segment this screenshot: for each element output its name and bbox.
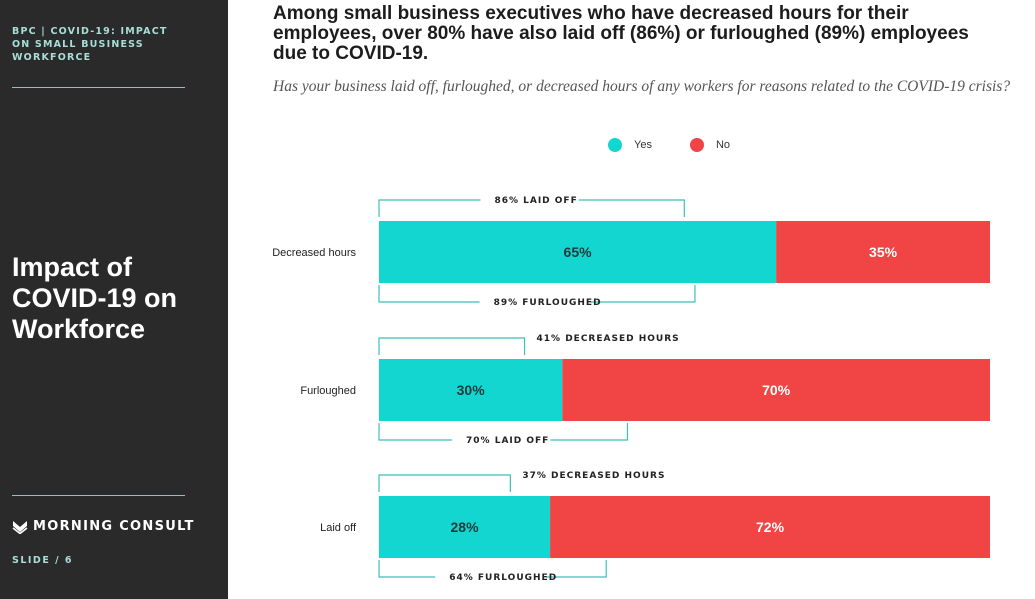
data-label-decreased-hours-yes: 65% [564, 244, 593, 260]
report-series-label: BPC | COVID-19: IMPACT ON SMALL BUSINESS… [12, 26, 168, 63]
bar-laid-off-no [550, 496, 990, 558]
bracket-decreased-hours-above-right [578, 199, 685, 217]
legend-item-yes: Yes [608, 138, 652, 152]
bar-laid-off-yes [379, 496, 551, 558]
annotation-decreased-hours-above: 86% LAID OFF [494, 196, 577, 206]
annotation-furloughed-above: 41% DECREASED HOURS [537, 334, 680, 344]
sidebar-bottom-divider [12, 495, 185, 496]
data-label-furloughed-no: 70% [762, 382, 791, 398]
category-label-furloughed: Furloughed [300, 385, 356, 397]
bracket-decreased-hours-below-right [590, 285, 696, 303]
brand-name: MORNING CONSULT [33, 519, 195, 534]
sidebar: BPC | COVID-19: IMPACT ON SMALL BUSINESS… [0, 0, 228, 599]
bar-furloughed-yes [379, 359, 563, 421]
legend-item-no: No [689, 138, 731, 152]
category-label-decreased-hours: Decreased hours [272, 247, 356, 259]
annotation-laid-off-above: 37% DECREASED HOURS [522, 471, 665, 481]
bracket-laid-off-below-left [378, 560, 436, 578]
legend-swatch-yes [608, 138, 622, 152]
bar-decreased-hours-yes [379, 221, 777, 283]
bracket-furloughed-above [378, 337, 526, 355]
bar-decreased-hours-no [776, 221, 990, 283]
data-label-decreased-hours-no: 35% [869, 244, 898, 260]
data-label-laid-off-no: 72% [756, 519, 785, 535]
slide-section-title: Impact of COVID-19 on Workforce [12, 252, 178, 344]
legend-swatch-no [689, 138, 704, 152]
chart-legend: Yes No [608, 138, 768, 152]
annotation-furloughed-below: 70% LAID OFF [466, 436, 549, 446]
bracket-laid-off-below-right [545, 560, 607, 578]
legend-label-no: No [715, 139, 731, 151]
survey-question: Has your business laid off, furloughed, … [273, 78, 1011, 95]
bar-furloughed-no [562, 359, 990, 421]
bracket-furloughed-below-right [550, 423, 629, 441]
slide-number: SLIDE / 6 [12, 555, 73, 566]
bracket-decreased-hours-below-left [378, 285, 480, 303]
data-label-laid-off-yes: 28% [451, 519, 480, 535]
data-label-furloughed-yes: 30% [457, 382, 486, 398]
brand-lockup: MORNING CONSULT [12, 519, 195, 534]
sidebar-top-divider [12, 87, 185, 88]
chart-headline: Among small business executives who have… [273, 3, 969, 64]
bracket-laid-off-above [378, 474, 511, 492]
annotation-decreased-hours-below: 89% FURLOUGHED [494, 298, 602, 308]
category-label-laid-off: Laid off [320, 522, 357, 534]
bracket-furloughed-below-left [378, 423, 453, 441]
annotation-laid-off-below: 64% FURLOUGHED [449, 573, 557, 583]
legend-label-yes: Yes [634, 139, 652, 151]
bracket-decreased-hours-above-left [378, 199, 481, 217]
morning-consult-logo-icon [12, 520, 28, 534]
